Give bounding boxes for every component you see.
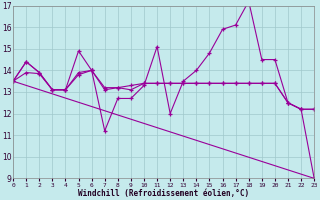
X-axis label: Windchill (Refroidissement éolien,°C): Windchill (Refroidissement éolien,°C) — [78, 189, 249, 198]
